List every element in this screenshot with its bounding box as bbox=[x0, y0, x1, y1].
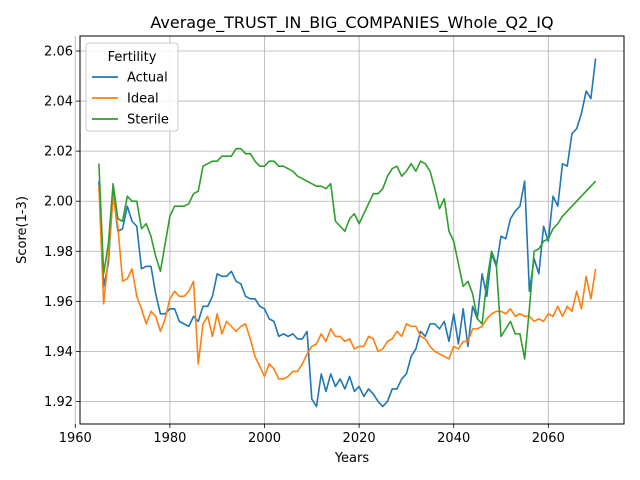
x-axis-label: Years bbox=[334, 451, 370, 466]
ticks: 1960 1980 2000 2020 2040 2060 1.92 1.94 1.96 1.98… bbox=[44, 45, 565, 446]
legend-label-ideal: Ideal bbox=[127, 92, 159, 107]
series-line-actual bbox=[98, 58, 597, 408]
x-tick-label: 2000 bbox=[248, 431, 281, 446]
x-tick-label: 2020 bbox=[343, 431, 376, 446]
series-layer bbox=[98, 58, 597, 408]
y-axis-label: Score(1-3) bbox=[15, 196, 30, 264]
y-tick-label: 2.02 bbox=[44, 145, 73, 160]
legend-label-sterile: Sterile bbox=[127, 113, 169, 128]
legend-items: Actual Ideal Sterile bbox=[92, 71, 169, 128]
y-tick-label: 2.00 bbox=[44, 195, 73, 210]
y-tick-label: 2.06 bbox=[44, 45, 73, 60]
plot-frame bbox=[79, 35, 625, 425]
x-tick-label: 1980 bbox=[153, 431, 186, 446]
legend: Fertility Actual Ideal Sterile bbox=[85, 42, 179, 132]
series-line-sterile bbox=[98, 147, 597, 360]
x-tick-label: 2060 bbox=[532, 431, 565, 446]
y-tick-label: 1.96 bbox=[44, 295, 73, 310]
series-line-ideal bbox=[98, 186, 597, 380]
chart-title: Average_TRUST_IN_BIG_COMPANIES_Whole_Q2_… bbox=[150, 13, 553, 33]
legend-label-actual: Actual bbox=[127, 71, 168, 86]
y-tick-label: 1.98 bbox=[44, 245, 73, 260]
legend-title: Fertility bbox=[108, 50, 157, 65]
y-tick-label: 2.04 bbox=[44, 95, 73, 110]
x-tick-label: 1960 bbox=[59, 431, 92, 446]
legend-box bbox=[85, 42, 179, 132]
y-tick-label: 1.92 bbox=[44, 395, 73, 410]
y-tick-label: 1.94 bbox=[44, 345, 73, 360]
x-tick-label: 2040 bbox=[437, 431, 470, 446]
